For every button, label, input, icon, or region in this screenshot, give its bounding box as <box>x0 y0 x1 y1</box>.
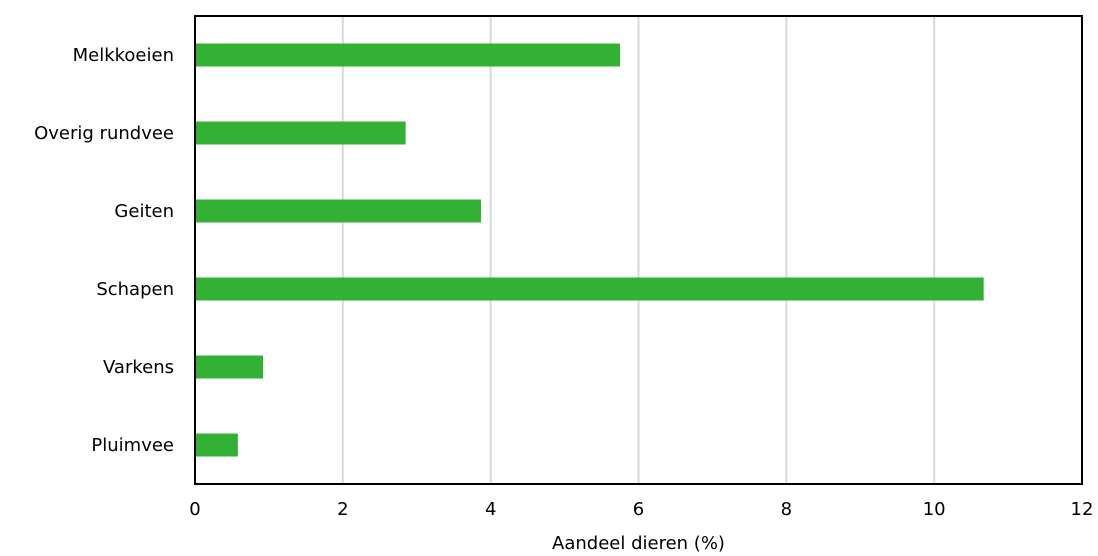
x-tick-labels: 0 2 4 6 8 10 12 <box>189 499 1093 520</box>
category-label: Overig rundvee <box>34 123 174 144</box>
category-label: Melkkoeien <box>73 45 174 66</box>
bar <box>195 433 238 457</box>
category-label: Schapen <box>96 279 174 300</box>
bar <box>195 199 482 223</box>
gridlines <box>341 16 936 484</box>
bar <box>195 355 264 379</box>
x-tick-label: 8 <box>781 499 792 520</box>
bar <box>195 121 406 145</box>
bar <box>195 277 984 301</box>
x-tick-label: 0 <box>189 499 200 520</box>
plot-frame <box>194 15 1083 485</box>
x-tick-label: 12 <box>1071 499 1094 520</box>
x-tick-label: 10 <box>923 499 946 520</box>
bars <box>195 43 984 457</box>
bar <box>195 43 621 67</box>
x-axis-title: Aandeel dieren (%) <box>552 533 725 554</box>
x-tick-label: 2 <box>337 499 348 520</box>
category-label: Geiten <box>114 201 174 222</box>
x-tick-label: 4 <box>485 499 496 520</box>
x-tick-label: 6 <box>633 499 644 520</box>
category-labels: Melkkoeien Overig rundvee Geiten Schapen Var… <box>34 45 174 456</box>
category-label: Varkens <box>103 357 174 378</box>
category-label: Pluimvee <box>91 435 174 456</box>
